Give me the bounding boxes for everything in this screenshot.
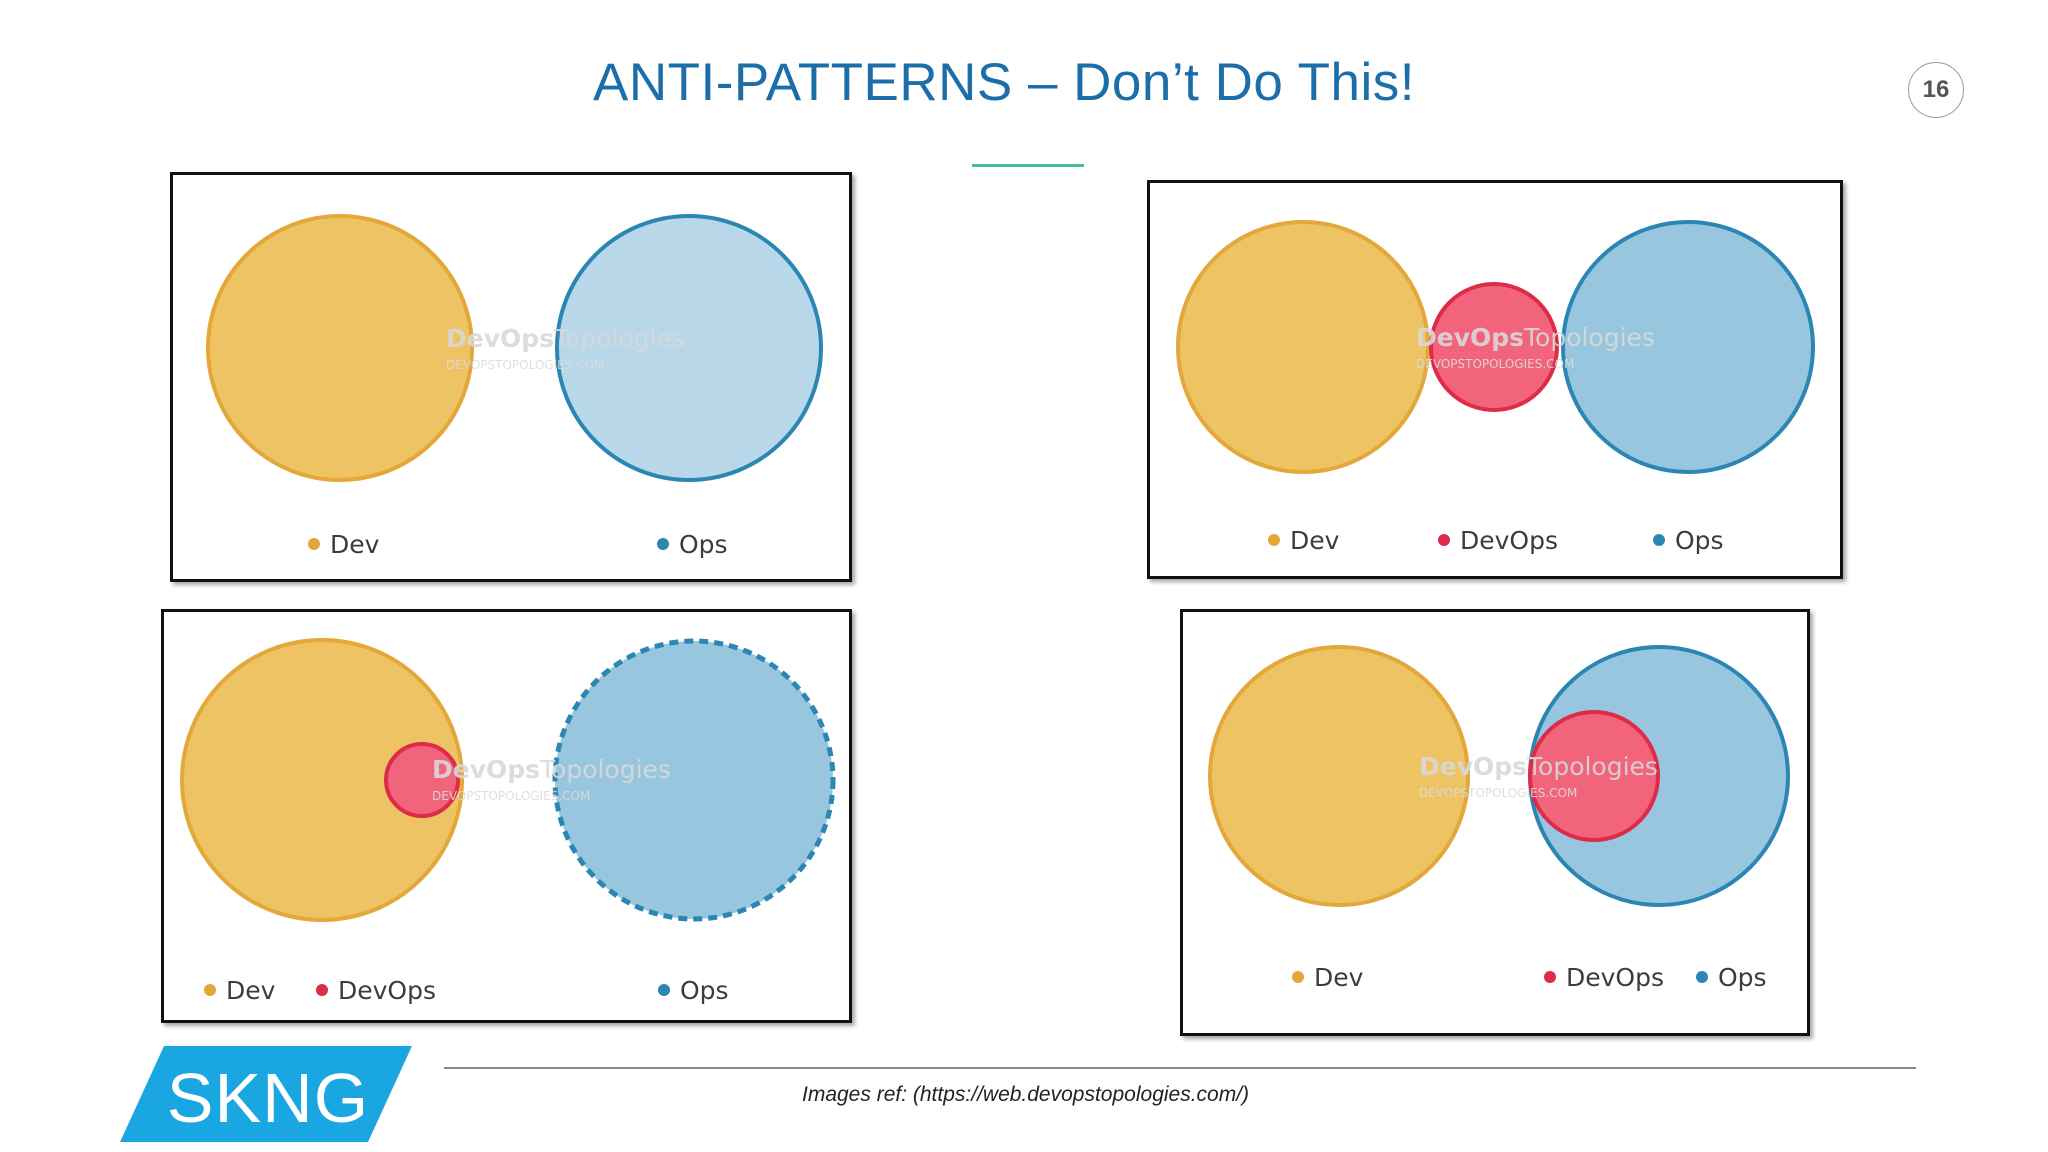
legend-dot-devops <box>316 984 328 996</box>
legend-label-devops: DevOps <box>1566 963 1664 992</box>
watermark-text-light: Topologies <box>1523 323 1655 352</box>
watermark-text-bold: DevOps <box>446 324 554 353</box>
diagram-4-svg: DevOps Topologies DEVOPSTOPOLOGIES.COM D… <box>1208 645 1790 992</box>
footer-image-reference: Images ref: (https://web.devopstopologie… <box>802 1083 1250 1106</box>
legend-dot-ops <box>657 538 669 550</box>
legend-dot-devops <box>1438 534 1450 546</box>
legend-dot-dev <box>1268 534 1280 546</box>
dev-circle <box>1176 220 1430 474</box>
ops-circle-dashed <box>552 638 836 922</box>
skng-logo: SKNG <box>120 1046 420 1147</box>
legend-label-ops: Ops <box>680 976 729 1005</box>
diagram-devops-team-silo: DevOps Topologies DEVOPSTOPOLOGIES.COM D… <box>1147 180 1843 579</box>
legend-label-dev: Dev <box>1290 526 1340 555</box>
watermark-text-light: Topologies <box>539 755 671 784</box>
legend-label-ops: Ops <box>1718 963 1767 992</box>
legend-label-ops: Ops <box>679 530 728 559</box>
legend-dot-dev <box>1292 971 1304 983</box>
legend-dot-ops <box>1696 971 1708 983</box>
watermark: DevOps Topologies DEVOPSTOPOLOGIES.COM <box>1416 323 1655 371</box>
watermark-text-bold: DevOps <box>1419 752 1527 781</box>
ops-circle <box>555 214 823 482</box>
legend-dot-dev <box>204 984 216 996</box>
watermark-text-light: Topologies <box>553 324 685 353</box>
slide-title: ANTI-PATTERNS – Don’t Do This! <box>593 53 1415 112</box>
dev-circle <box>1208 645 1470 907</box>
watermark: DevOps Topologies DEVOPSTOPOLOGIES.COM <box>446 324 685 372</box>
legend-label-dev: Dev <box>330 530 380 559</box>
watermark-url: DEVOPSTOPOLOGIES.COM <box>1416 357 1574 371</box>
legend-label-dev: Dev <box>226 976 276 1005</box>
legend-dot-devops <box>1544 971 1556 983</box>
legend-dot-ops <box>1653 534 1665 546</box>
watermark-text-light: Topologies <box>1526 752 1658 781</box>
diagram-dev-ops-silos: DevOps Topologies DEVOPSTOPOLOGIES.COM D… <box>170 172 852 582</box>
devops-circle <box>1528 710 1660 842</box>
footer-divider <box>444 1067 1916 1069</box>
devops-circle <box>1429 282 1559 412</box>
ops-circle <box>1561 220 1815 474</box>
watermark-text-bold: DevOps <box>1416 323 1524 352</box>
diagram-2-svg: DevOps Topologies DEVOPSTOPOLOGIES.COM D… <box>1176 220 1815 555</box>
title-underline <box>972 164 1084 167</box>
legend-dot-dev <box>308 538 320 550</box>
page-number: 16 <box>1908 62 1964 118</box>
legend-label-dev: Dev <box>1314 963 1364 992</box>
legend-label-devops: DevOps <box>338 976 436 1005</box>
legend-label-devops: DevOps <box>1460 526 1558 555</box>
watermark-text-bold: DevOps <box>432 755 540 784</box>
diagram-dev-dont-need-ops: DevOps Topologies DEVOPSTOPOLOGIES.COM D… <box>161 609 852 1023</box>
watermark-url: DEVOPSTOPOLOGIES.COM <box>1419 786 1577 800</box>
diagram-3-svg: DevOps Topologies DEVOPSTOPOLOGIES.COM D… <box>180 638 836 1005</box>
watermark-url: DEVOPSTOPOLOGIES.COM <box>432 789 590 803</box>
diagram-1-svg: DevOps Topologies DEVOPSTOPOLOGIES.COM D… <box>206 214 823 559</box>
diagram-devops-as-tools-team: DevOps Topologies DEVOPSTOPOLOGIES.COM D… <box>1180 609 1810 1036</box>
legend-dot-ops <box>658 984 670 996</box>
dev-circle <box>206 214 474 482</box>
legend-label-ops: Ops <box>1675 526 1724 555</box>
watermark: DevOps Topologies DEVOPSTOPOLOGIES.COM <box>1419 752 1658 800</box>
devops-circle <box>384 742 460 818</box>
watermark: DevOps Topologies DEVOPSTOPOLOGIES.COM <box>432 755 671 803</box>
dev-circle <box>180 638 464 922</box>
watermark-url: DEVOPSTOPOLOGIES.COM <box>446 358 604 372</box>
logo-text: SKNG <box>167 1059 369 1137</box>
